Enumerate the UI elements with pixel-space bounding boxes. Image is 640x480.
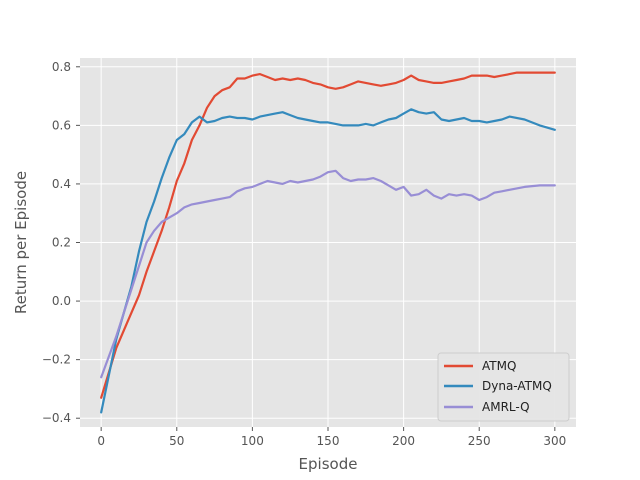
legend-label-atmq: ATMQ bbox=[482, 359, 516, 373]
series-line-dyna-atmq bbox=[100, 108, 556, 414]
y-tick-label: 0.8 bbox=[52, 60, 71, 74]
y-axis-label: Return per Episode bbox=[12, 171, 30, 314]
y-tick-label: 0.4 bbox=[52, 177, 71, 191]
legend: ATMQ Dyna-ATMQ AMRL-Q bbox=[437, 352, 570, 422]
x-tick-label: 0 bbox=[97, 434, 105, 448]
x-axis-label: Episode bbox=[299, 455, 358, 473]
y-tick-label: 0.2 bbox=[52, 236, 71, 250]
x-tick-label: 150 bbox=[317, 434, 340, 448]
axis-ticks: 0 50 100 150 200 250 300 −0.4 −0.2 0.0 0.2 0.4 0.6 0.… bbox=[42, 60, 566, 448]
x-tick-label: 250 bbox=[468, 434, 491, 448]
y-tick-label: −0.2 bbox=[42, 353, 71, 367]
x-tick-label: 200 bbox=[392, 434, 415, 448]
x-tick-label: 100 bbox=[241, 434, 264, 448]
y-tick-label: 0.0 bbox=[52, 294, 71, 308]
x-tick-label: 300 bbox=[543, 434, 566, 448]
legend-box bbox=[437, 352, 570, 422]
y-tick-label: −0.4 bbox=[42, 411, 71, 425]
y-tick-label: 0.6 bbox=[52, 118, 71, 132]
series-line-atmq bbox=[100, 71, 556, 399]
series-line-amrl-q bbox=[100, 169, 556, 379]
series-lines bbox=[100, 71, 556, 414]
x-tick-label: 50 bbox=[169, 434, 184, 448]
legend-label-dyna-atmq: Dyna-ATMQ bbox=[482, 379, 552, 393]
legend-label-amrl-q: AMRL-Q bbox=[482, 400, 530, 414]
